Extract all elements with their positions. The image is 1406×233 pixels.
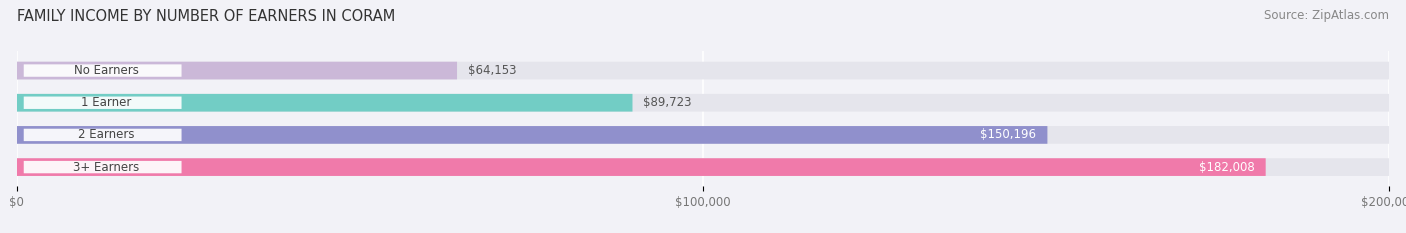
FancyBboxPatch shape [17, 62, 1389, 79]
FancyBboxPatch shape [24, 96, 181, 109]
FancyBboxPatch shape [17, 126, 1047, 144]
Text: Source: ZipAtlas.com: Source: ZipAtlas.com [1264, 9, 1389, 22]
Text: 2 Earners: 2 Earners [77, 128, 135, 141]
Text: No Earners: No Earners [73, 64, 139, 77]
FancyBboxPatch shape [17, 126, 1389, 144]
FancyBboxPatch shape [24, 129, 181, 141]
FancyBboxPatch shape [17, 158, 1389, 176]
Text: FAMILY INCOME BY NUMBER OF EARNERS IN CORAM: FAMILY INCOME BY NUMBER OF EARNERS IN CO… [17, 9, 395, 24]
Text: $182,008: $182,008 [1199, 161, 1254, 174]
FancyBboxPatch shape [17, 94, 633, 112]
FancyBboxPatch shape [17, 94, 1389, 112]
Text: 3+ Earners: 3+ Earners [73, 161, 139, 174]
FancyBboxPatch shape [24, 64, 181, 77]
Text: $64,153: $64,153 [468, 64, 516, 77]
FancyBboxPatch shape [24, 161, 181, 173]
Text: $150,196: $150,196 [980, 128, 1036, 141]
FancyBboxPatch shape [17, 62, 457, 79]
FancyBboxPatch shape [17, 158, 1265, 176]
Text: $89,723: $89,723 [644, 96, 692, 109]
Text: 1 Earner: 1 Earner [82, 96, 131, 109]
